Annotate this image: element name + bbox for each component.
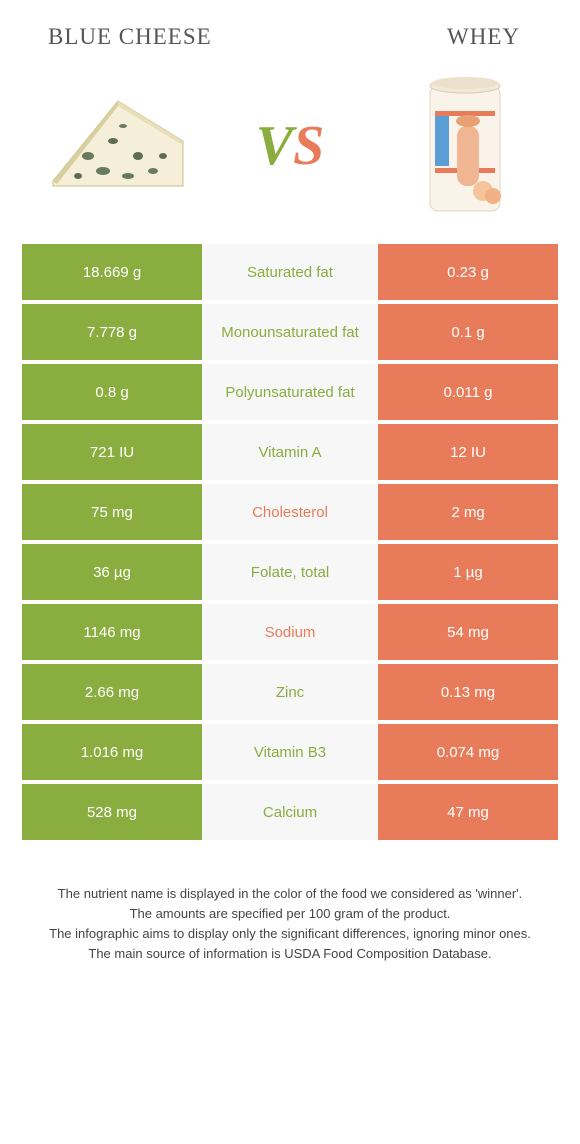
footer-notes: The nutrient name is displayed in the co… — [0, 844, 580, 965]
whey-image — [380, 66, 550, 226]
right-value: 1 µg — [378, 544, 558, 600]
vs-v-letter: V — [256, 115, 293, 177]
nutrient-label: Zinc — [202, 664, 378, 720]
nutrient-label: Cholesterol — [202, 484, 378, 540]
right-food-title: WHEY — [447, 24, 520, 50]
nutrient-row: 1.016 mgVitamin B30.074 mg — [22, 724, 558, 780]
left-value: 75 mg — [22, 484, 202, 540]
right-value: 0.074 mg — [378, 724, 558, 780]
right-value: 0.011 g — [378, 364, 558, 420]
right-value: 12 IU — [378, 424, 558, 480]
nutrient-row: 721 IUVitamin A12 IU — [22, 424, 558, 480]
left-value: 2.66 mg — [22, 664, 202, 720]
right-value: 47 mg — [378, 784, 558, 840]
nutrient-row: 75 mgCholesterol2 mg — [22, 484, 558, 540]
footer-line-4: The main source of information is USDA F… — [36, 944, 544, 964]
nutrient-row: 1146 mgSodium54 mg — [22, 604, 558, 660]
nutrient-row: 0.8 gPolyunsaturated fat0.011 g — [22, 364, 558, 420]
vs-s-letter: S — [293, 115, 324, 177]
left-value: 36 µg — [22, 544, 202, 600]
nutrient-label: Vitamin A — [202, 424, 378, 480]
left-value: 0.8 g — [22, 364, 202, 420]
footer-line-3: The infographic aims to display only the… — [36, 924, 544, 944]
nutrient-label: Vitamin B3 — [202, 724, 378, 780]
left-food-title: BLUE CHEESE — [48, 24, 212, 50]
nutrient-row: 36 µgFolate, total1 µg — [22, 544, 558, 600]
nutrient-table: 18.669 gSaturated fat0.23 g7.778 gMonoun… — [0, 244, 580, 840]
right-value: 2 mg — [378, 484, 558, 540]
header-row: BLUE CHEESE WHEY — [0, 0, 580, 58]
nutrient-label: Polyunsaturated fat — [202, 364, 378, 420]
nutrient-row: 18.669 gSaturated fat0.23 g — [22, 244, 558, 300]
left-value: 18.669 g — [22, 244, 202, 300]
nutrient-row: 2.66 mgZinc0.13 mg — [22, 664, 558, 720]
left-value: 7.778 g — [22, 304, 202, 360]
nutrient-row: 528 mgCalcium47 mg — [22, 784, 558, 840]
right-value: 0.23 g — [378, 244, 558, 300]
nutrient-label: Folate, total — [202, 544, 378, 600]
left-value: 528 mg — [22, 784, 202, 840]
nutrient-label: Saturated fat — [202, 244, 378, 300]
nutrient-label: Calcium — [202, 784, 378, 840]
left-value: 1.016 mg — [22, 724, 202, 780]
images-row: VS — [0, 58, 580, 244]
footer-line-2: The amounts are specified per 100 gram o… — [36, 904, 544, 924]
nutrient-label: Sodium — [202, 604, 378, 660]
right-value: 0.13 mg — [378, 664, 558, 720]
nutrient-row: 7.778 gMonounsaturated fat0.1 g — [22, 304, 558, 360]
vs-label: VS — [256, 114, 325, 178]
blue-cheese-image — [30, 66, 200, 226]
right-value: 54 mg — [378, 604, 558, 660]
left-value: 721 IU — [22, 424, 202, 480]
right-value: 0.1 g — [378, 304, 558, 360]
footer-line-1: The nutrient name is displayed in the co… — [36, 884, 544, 904]
nutrient-label: Monounsaturated fat — [202, 304, 378, 360]
left-value: 1146 mg — [22, 604, 202, 660]
